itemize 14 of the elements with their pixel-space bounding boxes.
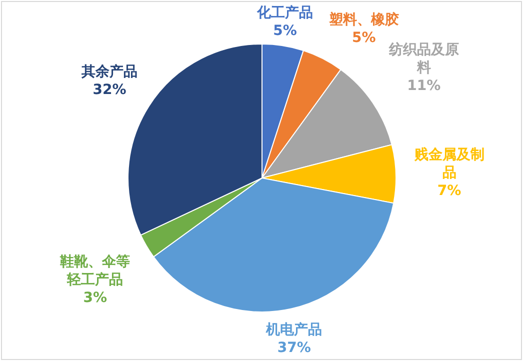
data-label: 11% <box>406 77 442 96</box>
slice-label: 化工产品 <box>257 4 314 22</box>
data-label: 32% <box>92 81 128 100</box>
slice-label: 贱金属及制品 <box>413 146 486 182</box>
data-label: 3% <box>82 289 108 308</box>
slice-label: 机电产品 <box>266 321 322 339</box>
data-label: 5% <box>352 30 376 46</box>
slice-label: 塑料、橡胶 <box>328 10 399 29</box>
data-label: 5% <box>272 22 298 40</box>
slice-label: 其余产品 <box>82 63 138 82</box>
slice-label: 纺织品及原料 <box>388 41 460 78</box>
slice-label: 鞋靴、伞等轻工产品 <box>58 253 132 290</box>
data-label: 37% <box>276 339 312 357</box>
data-label: 7% <box>436 182 462 200</box>
